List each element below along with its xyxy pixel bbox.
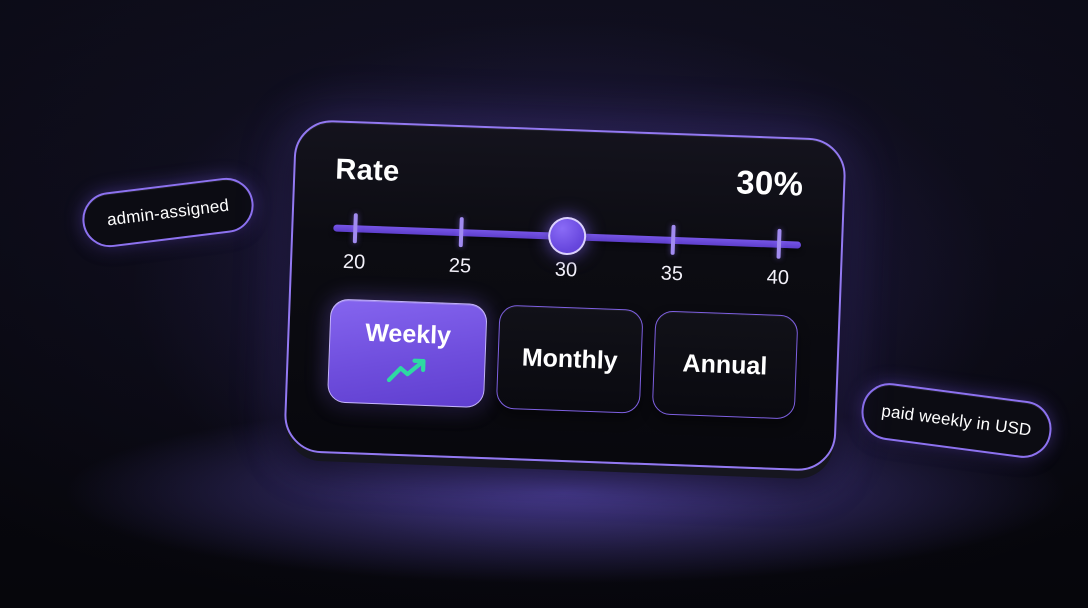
frequency-button-annual[interactable]: Annual — [651, 310, 799, 420]
tick-label: 20 — [342, 250, 366, 274]
admin-assigned-badge: admin-assigned — [79, 174, 257, 251]
tick-label: 25 — [448, 254, 472, 278]
slider-tick-20: 20 — [343, 213, 366, 274]
slider-tick-25: 25 — [448, 217, 472, 278]
frequency-button-monthly-label: Monthly — [521, 342, 619, 375]
rate-value: 30% — [735, 163, 804, 203]
frequency-button-weekly[interactable]: Weekly — [326, 298, 489, 409]
frequency-button-annual-label: Annual — [682, 348, 768, 380]
trending-up-icon — [386, 358, 426, 383]
tick-label: 40 — [766, 266, 790, 290]
tick-label: 35 — [660, 262, 684, 286]
admin-assigned-badge-label: admin-assigned — [105, 195, 231, 229]
tick-mark — [776, 228, 782, 259]
tick-mark — [458, 217, 464, 248]
rate-label: Rate — [334, 153, 401, 188]
frequency-button-weekly-label: Weekly — [364, 318, 452, 350]
slider-tick-35: 35 — [660, 224, 683, 285]
paid-weekly-badge: paid weekly in USD — [858, 379, 1055, 462]
paid-weekly-badge-label: paid weekly in USD — [880, 400, 1033, 440]
frequency-button-monthly[interactable]: Monthly — [496, 304, 644, 414]
tick-label: 30 — [554, 258, 578, 282]
rate-slider[interactable]: 20 25 30 35 40 — [331, 202, 802, 297]
tick-mark — [352, 213, 358, 244]
rate-card-header: Rate 30% — [335, 149, 804, 204]
rate-card: Rate 30% 20 25 30 35 — [283, 118, 847, 473]
slider-tick-40: 40 — [766, 228, 789, 289]
frequency-options: Weekly Monthly Annual — [326, 298, 799, 420]
tick-mark — [670, 224, 676, 255]
